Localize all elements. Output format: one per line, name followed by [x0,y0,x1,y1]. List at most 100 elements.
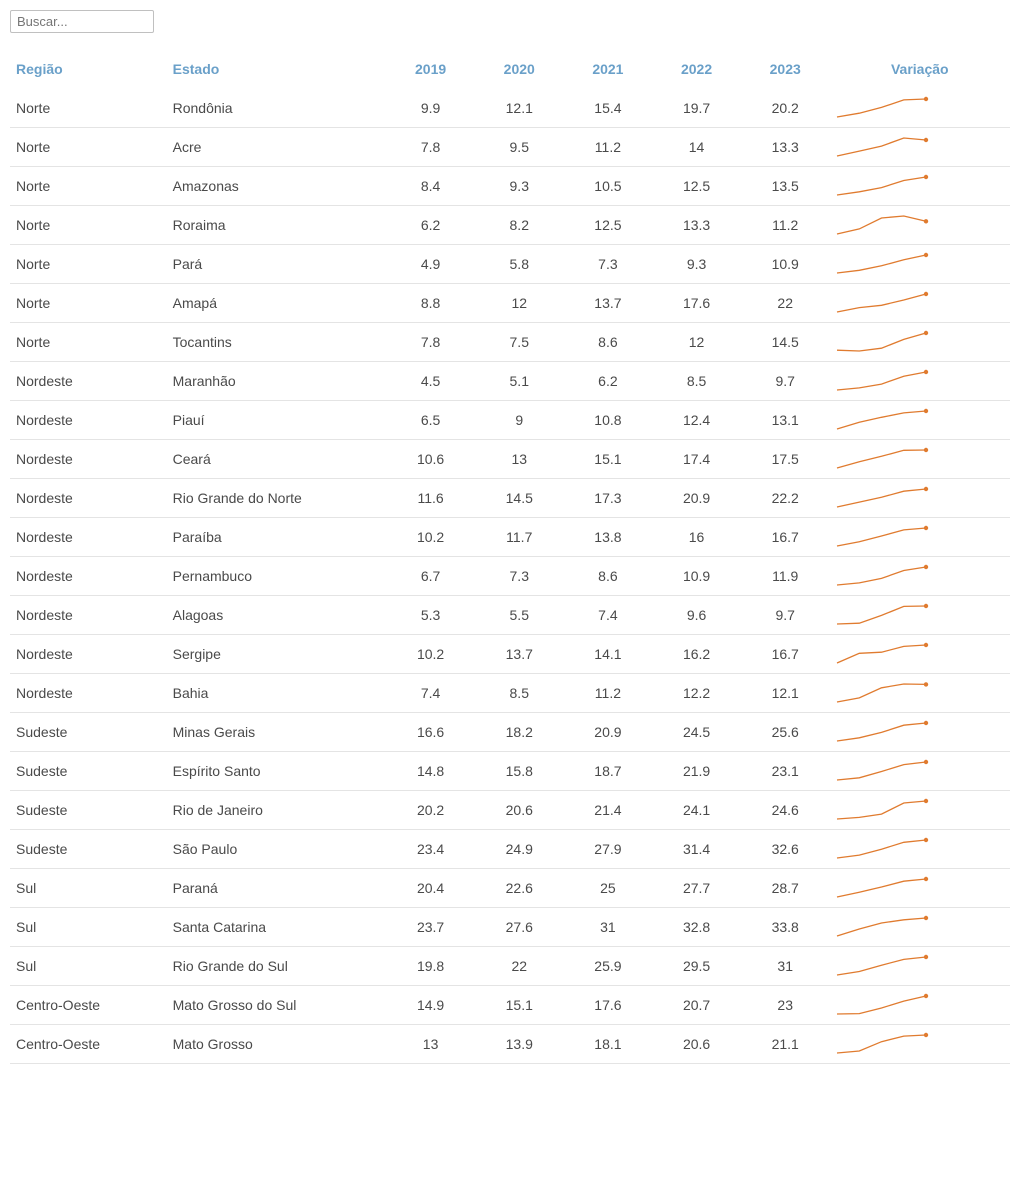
table-row: NorteRoraima6.28.212.513.311.2 [10,206,1010,245]
cell-value: 13.7 [564,284,653,323]
cell-value: 24.6 [741,791,830,830]
cell-value: 8.6 [564,557,653,596]
cell-sparkline [830,596,1010,635]
cell-value: 15.1 [475,986,564,1025]
table-row: SulRio Grande do Sul19.82225.929.531 [10,947,1010,986]
cell-estado: Amazonas [165,167,387,206]
cell-value: 6.2 [564,362,653,401]
cell-value: 15.4 [564,89,653,128]
cell-value: 13.1 [741,401,830,440]
cell-sparkline [830,167,1010,206]
cell-value: 7.3 [475,557,564,596]
cell-regiao: Nordeste [10,635,165,674]
cell-estado: Mato Grosso do Sul [165,986,387,1025]
table-row: SudesteMinas Gerais16.618.220.924.525.6 [10,713,1010,752]
search-input[interactable] [10,10,154,33]
cell-value: 12.5 [652,167,741,206]
cell-sparkline [830,713,1010,752]
cell-sparkline [830,1025,1010,1064]
cell-sparkline [830,206,1010,245]
cell-value: 25.6 [741,713,830,752]
cell-value: 10.9 [741,245,830,284]
cell-sparkline [830,635,1010,674]
cell-estado: Rio Grande do Sul [165,947,387,986]
cell-value: 12.1 [475,89,564,128]
cell-sparkline [830,518,1010,557]
col-2023[interactable]: 2023 [741,51,830,89]
cell-estado: Ceará [165,440,387,479]
header-row: Região Estado 2019 2020 2021 2022 2023 V… [10,51,1010,89]
cell-value: 8.6 [564,323,653,362]
cell-value: 27.6 [475,908,564,947]
cell-regiao: Nordeste [10,362,165,401]
cell-sparkline [830,401,1010,440]
cell-value: 22.6 [475,869,564,908]
cell-value: 9.7 [741,362,830,401]
cell-regiao: Nordeste [10,401,165,440]
cell-regiao: Norte [10,128,165,167]
cell-value: 17.4 [652,440,741,479]
cell-value: 7.3 [564,245,653,284]
cell-sparkline [830,245,1010,284]
col-variacao[interactable]: Variação [830,51,1010,89]
table-row: NortePará4.95.87.39.310.9 [10,245,1010,284]
cell-value: 10.5 [564,167,653,206]
cell-regiao: Centro-Oeste [10,1025,165,1064]
cell-value: 8.5 [475,674,564,713]
cell-value: 11.2 [741,206,830,245]
cell-value: 9.3 [475,167,564,206]
cell-value: 15.8 [475,752,564,791]
cell-value: 13.3 [652,206,741,245]
cell-sparkline [830,791,1010,830]
table-row: NordesteAlagoas5.35.57.49.69.7 [10,596,1010,635]
table-row: NorteAcre7.89.511.21413.3 [10,128,1010,167]
cell-value: 13.9 [475,1025,564,1064]
cell-estado: Sergipe [165,635,387,674]
cell-value: 31.4 [652,830,741,869]
cell-value: 20.2 [741,89,830,128]
cell-estado: Alagoas [165,596,387,635]
col-2022[interactable]: 2022 [652,51,741,89]
cell-value: 17.6 [652,284,741,323]
cell-value: 20.6 [475,791,564,830]
cell-value: 12 [475,284,564,323]
cell-sparkline [830,908,1010,947]
cell-regiao: Norte [10,245,165,284]
cell-value: 10.8 [564,401,653,440]
cell-estado: Maranhão [165,362,387,401]
cell-sparkline [830,557,1010,596]
cell-value: 7.5 [475,323,564,362]
cell-value: 13.8 [564,518,653,557]
cell-value: 25.9 [564,947,653,986]
cell-estado: Rio de Janeiro [165,791,387,830]
cell-sparkline [830,284,1010,323]
col-regiao[interactable]: Região [10,51,165,89]
cell-estado: Pernambuco [165,557,387,596]
cell-value: 9.6 [652,596,741,635]
cell-value: 31 [564,908,653,947]
col-2019[interactable]: 2019 [386,51,475,89]
cell-regiao: Sul [10,908,165,947]
col-estado[interactable]: Estado [165,51,387,89]
cell-value: 19.8 [386,947,475,986]
cell-value: 5.5 [475,596,564,635]
cell-sparkline [830,128,1010,167]
cell-value: 8.5 [652,362,741,401]
cell-regiao: Nordeste [10,440,165,479]
cell-value: 23.1 [741,752,830,791]
cell-regiao: Nordeste [10,596,165,635]
table-row: NorteAmazonas8.49.310.512.513.5 [10,167,1010,206]
cell-value: 23.4 [386,830,475,869]
cell-value: 11.6 [386,479,475,518]
table-row: Centro-OesteMato Grosso do Sul14.915.117… [10,986,1010,1025]
table-row: NorteRondônia9.912.115.419.720.2 [10,89,1010,128]
col-2021[interactable]: 2021 [564,51,653,89]
cell-sparkline [830,440,1010,479]
cell-regiao: Nordeste [10,479,165,518]
cell-value: 8.4 [386,167,475,206]
cell-value: 21.1 [741,1025,830,1064]
col-2020[interactable]: 2020 [475,51,564,89]
cell-estado: Mato Grosso [165,1025,387,1064]
cell-regiao: Sul [10,947,165,986]
cell-value: 10.2 [386,518,475,557]
